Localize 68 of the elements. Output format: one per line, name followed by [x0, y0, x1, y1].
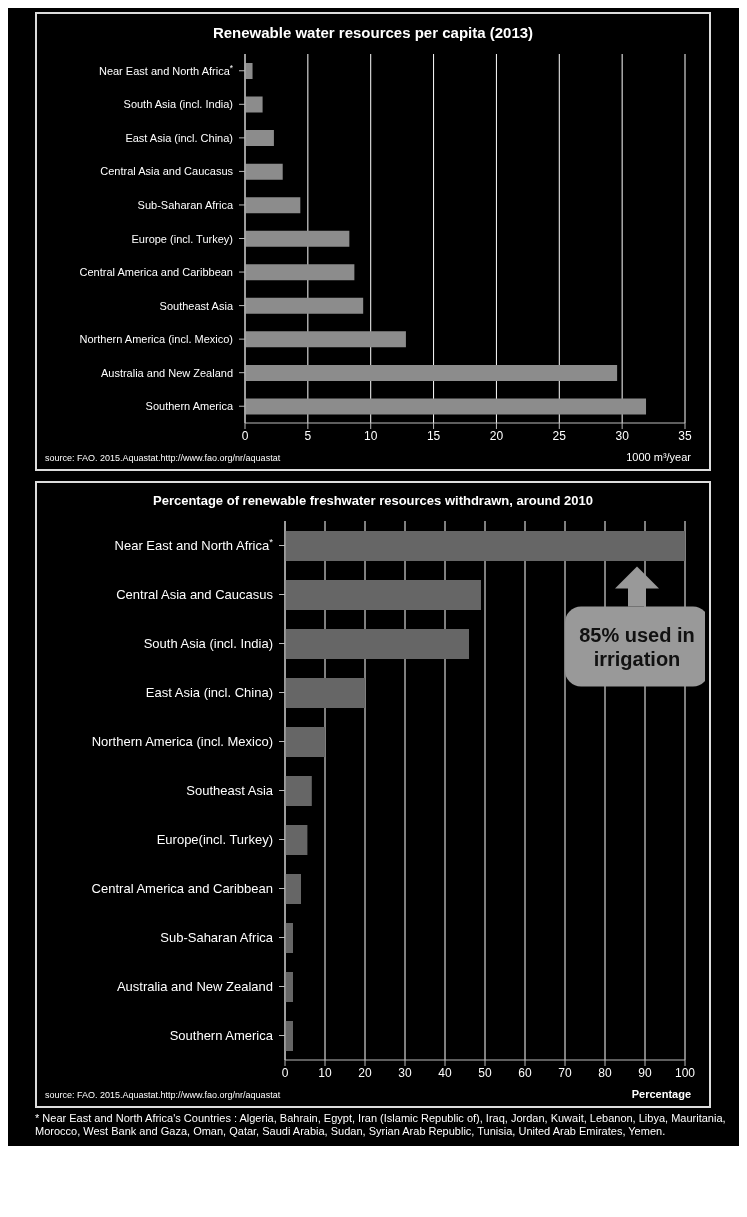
y-tick-label: Central America and Caribbean — [79, 266, 233, 279]
bar — [285, 678, 365, 708]
x-tick-label: 15 — [426, 428, 441, 443]
source-note: source: FAO. 2015.Aquastat.http://www.fao.org/nr/aquastat — [45, 453, 281, 463]
x-axis-title: Percentage — [631, 1088, 691, 1100]
x-tick-label: 90 — [638, 1065, 652, 1080]
y-tick-label: Europe(incl. Turkey) — [156, 831, 273, 847]
source-note: source: FAO. 2015.Aquastat.http://www.fao.org/nr/aquastat — [45, 1090, 281, 1100]
x-tick-label: 40 — [438, 1065, 452, 1080]
x-tick-label: 25 — [552, 428, 567, 443]
y-tick-label: Southeast Asia — [186, 782, 274, 798]
x-tick-label: 20 — [489, 428, 504, 443]
x-axis-title: 1000 m³/year — [626, 451, 691, 463]
chart-title: Percentage of renewable freshwater resources withdrawn, around 2010 — [152, 493, 594, 508]
y-tick-label: South Asia (incl. India) — [123, 98, 233, 111]
y-tick-label: Southern America — [145, 400, 234, 413]
y-tick-label: Europe (incl. Turkey) — [131, 232, 233, 245]
y-tick-label: Sub-Saharan Africa — [137, 198, 234, 211]
bar — [245, 398, 647, 415]
chart-title: Renewable water resources per capita (2013) — [211, 24, 535, 41]
bar — [245, 163, 283, 180]
y-tick-label: East Asia (incl. China) — [145, 684, 273, 700]
y-tick-label: Southern America — [169, 1027, 274, 1043]
x-tick-label: 0 — [241, 428, 249, 443]
y-tick-label: South Asia (incl. India) — [143, 635, 273, 651]
bar — [245, 96, 263, 113]
x-tick-label: 100 — [674, 1065, 696, 1080]
bar — [245, 63, 253, 79]
x-tick-label: 30 — [615, 428, 630, 443]
x-tick-label: 30 — [398, 1065, 412, 1080]
bar — [285, 580, 481, 610]
y-tick-label: Sub-Saharan Africa — [160, 929, 274, 945]
bar — [245, 197, 301, 214]
x-tick-label: 20 — [358, 1065, 372, 1080]
y-tick-label: Central America and Caribbean — [91, 880, 273, 896]
x-tick-label: 50 — [478, 1065, 492, 1080]
y-tick-label: Australia and New Zealand — [116, 978, 273, 994]
y-tick-label: Southeast Asia — [159, 299, 234, 312]
bar — [285, 825, 308, 855]
y-tick-label: Northern America (incl. Mexico) — [91, 733, 273, 749]
text: * Near East and North Africa's Countries : Algeria, Bahrain, Egypt, Iran (Islamic Republic of), Iraq, Jordan, Kuwait, Lebanon, Libya, Mauritania, Morocco, West Bank and Gaza, Oman, Qatar, Saudi Arabia, Sudan, Syrian Arab Republic, Tunisia, United Arab Emirates, Yemen. — [35, 1112, 727, 1138]
bar — [245, 364, 618, 381]
x-tick-label: 70 — [558, 1065, 572, 1080]
bar — [285, 727, 325, 757]
y-tick-label: East Asia (incl. China) — [125, 131, 233, 144]
y-tick-label: Central Asia and Caucasus — [100, 165, 234, 178]
y-tick-label: Near East and North Africa$^{*}$ — [98, 63, 234, 77]
bar — [285, 531, 685, 561]
x-tick-label: 10 — [318, 1065, 332, 1080]
bar — [245, 297, 364, 314]
x-tick-label: 60 — [518, 1065, 532, 1080]
bar — [245, 331, 406, 348]
bar — [245, 264, 355, 281]
bar — [245, 230, 350, 247]
y-tick-label: Australia and New Zealand — [100, 366, 233, 379]
y-tick-label: Northern America (incl. Mexico) — [79, 333, 233, 346]
x-tick-label: 80 — [598, 1065, 612, 1080]
y-tick-label: Near East and North Africa$^{*}$ — [114, 535, 274, 553]
x-tick-label: 5 — [304, 428, 312, 443]
bar — [285, 776, 312, 806]
x-tick-label: 0 — [281, 1065, 289, 1080]
bar — [245, 130, 274, 147]
bar — [285, 629, 469, 659]
x-tick-label: 10 — [364, 428, 378, 443]
y-tick-label: Central Asia and Caucasus — [116, 586, 274, 602]
bar — [285, 874, 301, 904]
x-tick-label: 35 — [678, 428, 692, 443]
annotation: 85% used in irrigation — [578, 622, 696, 672]
